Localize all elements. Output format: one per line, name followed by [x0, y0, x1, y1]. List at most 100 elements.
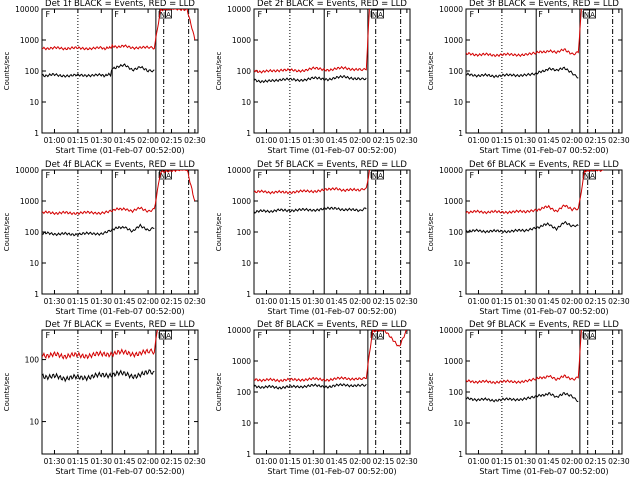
x-tick-label: 02:30 — [396, 297, 418, 306]
y-axis-label: Counts/sec — [3, 213, 11, 252]
y-tick-label: 1 — [246, 290, 251, 299]
x-tick-label: 01:00 — [468, 136, 490, 145]
panel-title: Det 2f BLACK = Events, RED = LLD — [257, 0, 407, 9]
flag-letter-marker: N — [160, 332, 165, 340]
x-tick-label: 01:15 — [279, 297, 301, 306]
y-axis-label: Counts/sec — [3, 373, 11, 412]
panel-title: Det 1f BLACK = Events, RED = LLD — [45, 0, 195, 9]
detector-panel-6: Det 6f BLACK = Events, RED = LLD 1 10 100 10… — [427, 160, 630, 316]
plot-frame — [465, 329, 623, 455]
x-tick-label: 02:30 — [608, 297, 630, 306]
x-tick-label: 02:00 — [349, 297, 371, 306]
x-tick-label: 02:15 — [373, 457, 395, 466]
x-tick-label: 01:30 — [44, 297, 66, 306]
y-tick-label: 10000 — [227, 166, 251, 175]
events-series-line — [254, 383, 367, 390]
y-axis-label: Counts/sec — [427, 52, 435, 91]
x-tick-label: 01:30 — [90, 457, 112, 466]
flag-box — [377, 9, 384, 19]
y-tick-label: 1 — [458, 129, 463, 138]
events-series-line — [254, 74, 367, 84]
y-tick-label: 10 — [453, 259, 463, 268]
x-tick-label: 02:00 — [561, 297, 583, 306]
flag-letter-marker: N — [372, 332, 377, 340]
interval-letter-marker: F — [470, 171, 475, 180]
interval-letter-marker: F — [46, 331, 51, 340]
lld-series-line — [42, 170, 196, 216]
y-tick-label: 100 — [25, 356, 40, 365]
x-tick-label: 02:00 — [349, 136, 371, 145]
y-tick-label: 10 — [29, 98, 39, 107]
flag-letter-marker: A — [378, 11, 383, 19]
lld-series-line — [42, 330, 158, 360]
x-tick-label: 01:30 — [302, 297, 324, 306]
x-tick-label: 01:45 — [326, 457, 348, 466]
y-tick-label: 100 — [449, 67, 464, 76]
x-tick-label: 02:15 — [585, 297, 607, 306]
panel-title: Det 6f BLACK = Events, RED = LLD — [469, 160, 619, 170]
panel-title: Det 8f BLACK = Events, RED = LLD — [257, 320, 407, 330]
lld-series-line — [254, 9, 370, 74]
flag-letter-marker: N — [584, 332, 589, 340]
plot-frame — [253, 329, 411, 455]
flag-letter-marker: N — [372, 11, 377, 19]
y-tick-label: 1000 — [444, 197, 463, 206]
y-tick-label: 100 — [25, 228, 40, 237]
events-series-line — [254, 206, 367, 214]
flag-box — [165, 9, 172, 19]
lld-series-line — [42, 9, 196, 51]
detector-panel-3: Det 3f BLACK = Events, RED = LLD 1 10 100 10… — [427, 0, 630, 155]
y-tick-label: 1 — [34, 290, 39, 299]
interval-letter-marker: F — [258, 171, 263, 180]
x-tick-label: 02:00 — [137, 457, 159, 466]
y-tick-label: 1000 — [444, 36, 463, 45]
y-tick-label: 100 — [237, 388, 252, 397]
x-tick-label: 02:00 — [561, 457, 583, 466]
flag-box — [589, 170, 596, 180]
x-tick-label: 01:00 — [44, 136, 66, 145]
flag-letter-marker: A — [378, 172, 383, 180]
x-tick-label: 01:45 — [538, 136, 560, 145]
y-tick-label: 10 — [241, 259, 251, 268]
lld-series-line — [254, 330, 408, 383]
y-tick-label: 1000 — [232, 197, 251, 206]
y-tick-label: 1 — [458, 450, 463, 459]
y-tick-label: 10 — [241, 419, 251, 428]
x-axis-label: Start Time (01-Feb-07 00:52:00) — [479, 307, 608, 316]
flag-letter-marker: A — [590, 332, 595, 340]
y-tick-label: 1 — [34, 129, 39, 138]
y-tick-label: 10000 — [439, 166, 463, 175]
flag-letter-marker: N — [372, 172, 377, 180]
x-tick-label: 01:45 — [326, 297, 348, 306]
x-tick-label: 01:15 — [491, 136, 513, 145]
x-tick-label: 02:15 — [585, 136, 607, 145]
flag-letter-marker: N — [160, 172, 165, 180]
interval-letter-marker: F — [326, 331, 331, 340]
y-axis-label: Counts/sec — [3, 52, 11, 91]
x-tick-label: 01:45 — [538, 457, 560, 466]
x-tick-label: 02:30 — [396, 457, 418, 466]
x-tick-label: 02:30 — [396, 136, 418, 145]
x-tick-label: 02:00 — [561, 136, 583, 145]
x-tick-label: 01:00 — [468, 297, 490, 306]
x-tick-label: 01:15 — [491, 297, 513, 306]
x-tick-label: 01:30 — [302, 457, 324, 466]
x-tick-label: 02:00 — [137, 297, 159, 306]
x-axis-label: Start Time (01-Feb-07 00:52:00) — [479, 467, 608, 476]
lld-series-line — [466, 330, 582, 385]
x-tick-label: 02:30 — [184, 136, 206, 145]
flag-letter-marker: N — [160, 11, 165, 19]
interval-letter-marker: F — [326, 10, 331, 19]
y-tick-label: 10 — [453, 98, 463, 107]
interval-letter-marker: F — [538, 171, 543, 180]
x-tick-label: 02:15 — [161, 457, 183, 466]
y-tick-label: 100 — [25, 67, 40, 76]
x-tick-label: 01:15 — [67, 457, 89, 466]
events-series-line — [42, 63, 155, 78]
y-tick-label: 10000 — [439, 5, 463, 14]
interval-letter-marker: F — [114, 171, 119, 180]
flag-letter-marker: A — [166, 332, 171, 340]
x-tick-label: 01:30 — [44, 457, 66, 466]
detector-panel-1: Det 1f BLACK = Events, RED = LLD 1 10 100 10… — [3, 0, 206, 155]
